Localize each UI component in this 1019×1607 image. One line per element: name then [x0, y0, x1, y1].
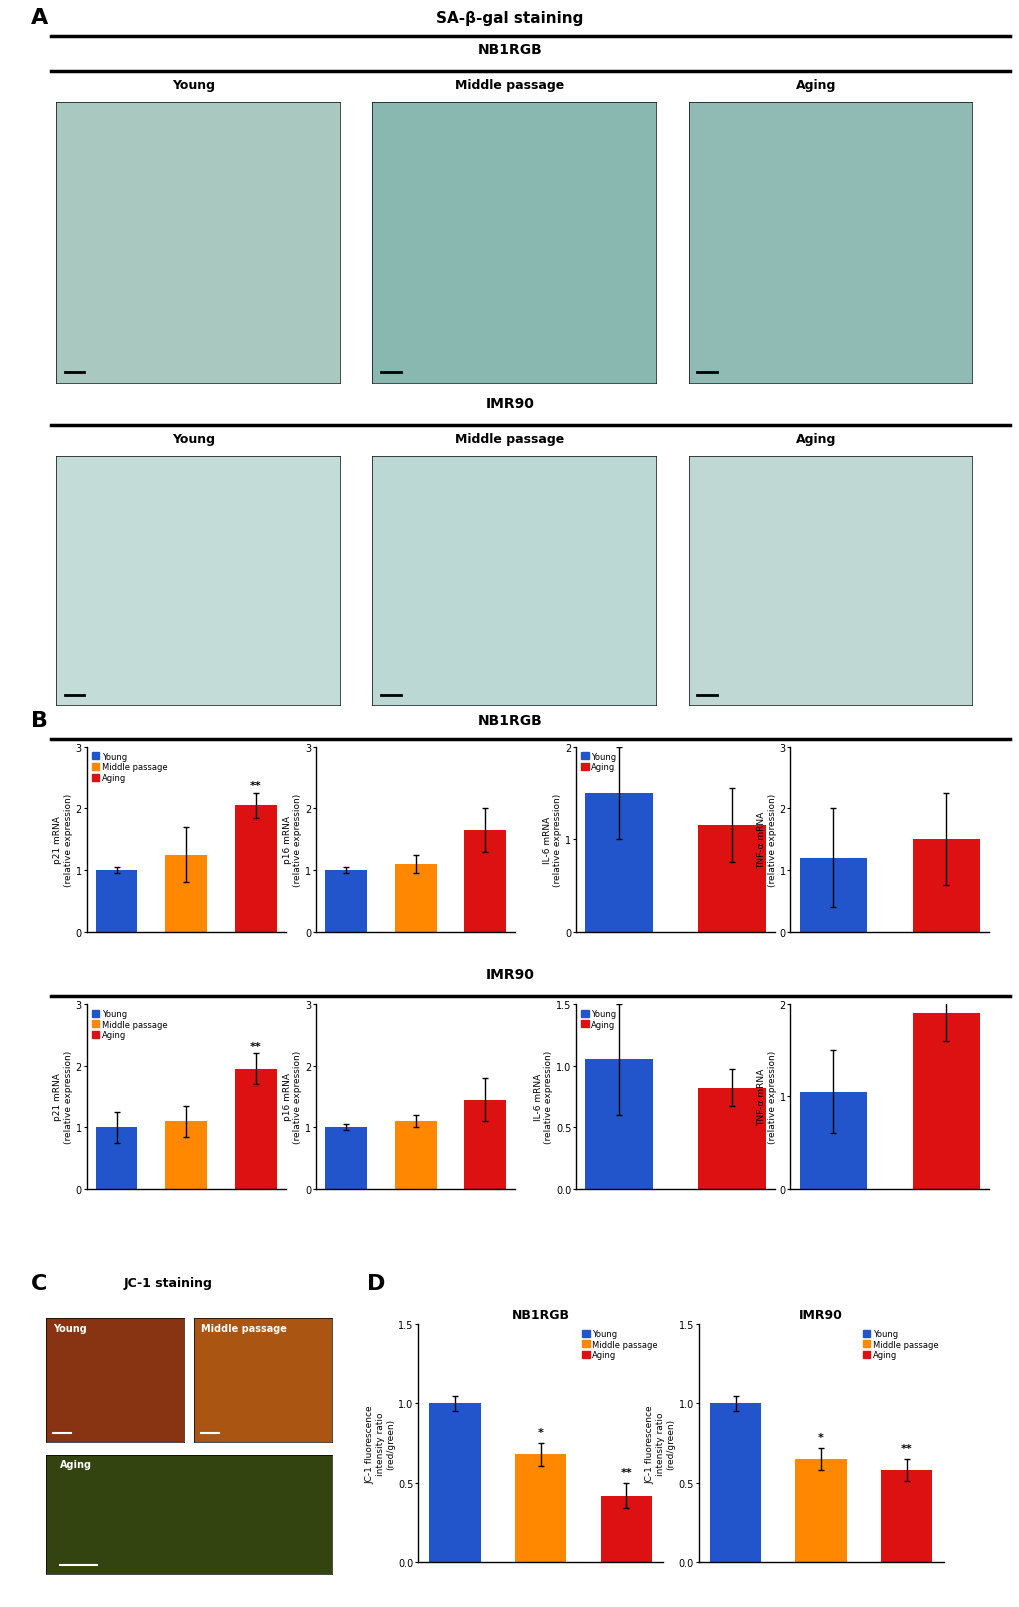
Title: IMR90: IMR90 [798, 1308, 843, 1321]
Legend: Young, Middle passage, Aging: Young, Middle passage, Aging [581, 1329, 658, 1360]
Y-axis label: p21 mRNA
(relative expression): p21 mRNA (relative expression) [53, 794, 72, 885]
Bar [464, 1099, 505, 1189]
Text: *: * [537, 1427, 543, 1437]
Text: IMR90: IMR90 [485, 397, 534, 411]
Bar [880, 1470, 931, 1562]
Bar [96, 871, 138, 932]
Bar [698, 826, 765, 932]
Y-axis label: p16 mRNA
(relative expression): p16 mRNA (relative expression) [282, 794, 302, 885]
Bar [709, 1403, 760, 1562]
Bar [795, 1459, 846, 1562]
Legend: Young, Middle passage, Aging: Young, Middle passage, Aging [91, 752, 168, 783]
Text: **: ** [900, 1443, 912, 1453]
Bar [429, 1403, 480, 1562]
Y-axis label: TNF-α mRNA
(relative expression): TNF-α mRNA (relative expression) [756, 1051, 775, 1143]
Text: NB1RGB: NB1RGB [477, 714, 542, 728]
Text: **: ** [620, 1467, 632, 1477]
Bar [394, 865, 436, 932]
Text: Young: Young [172, 79, 215, 92]
Y-axis label: JC-1 fluorescence
intensity ratio
(red/green): JC-1 fluorescence intensity ratio (red/g… [365, 1405, 394, 1483]
Bar [600, 1496, 651, 1562]
Legend: Young, Middle passage, Aging: Young, Middle passage, Aging [861, 1329, 938, 1360]
Text: D: D [367, 1273, 385, 1292]
Text: Aging: Aging [60, 1459, 92, 1469]
Bar [799, 858, 866, 932]
Y-axis label: TNF-α mRNA
(relative expression): TNF-α mRNA (relative expression) [756, 794, 775, 885]
Bar [698, 1088, 765, 1189]
Y-axis label: IL-6 mRNA
(relative expression): IL-6 mRNA (relative expression) [542, 794, 561, 885]
Bar [912, 839, 979, 932]
Bar [96, 1128, 138, 1189]
Bar [799, 1093, 866, 1189]
Text: Young: Young [172, 432, 215, 445]
Text: Aging: Aging [795, 79, 836, 92]
Text: Middle passage: Middle passage [454, 79, 565, 92]
Y-axis label: JC-1 fluorescence
intensity ratio
(red/green): JC-1 fluorescence intensity ratio (red/g… [645, 1405, 675, 1483]
Text: Middle passage: Middle passage [201, 1323, 286, 1332]
Text: C: C [31, 1273, 47, 1292]
Title: NB1RGB: NB1RGB [512, 1308, 569, 1321]
Text: Middle passage: Middle passage [454, 432, 565, 445]
Legend: Young, Aging: Young, Aging [580, 1009, 616, 1030]
Bar [585, 1061, 652, 1189]
Bar [165, 855, 207, 932]
Bar [325, 871, 367, 932]
Bar [394, 1122, 436, 1189]
Legend: Young, Aging: Young, Aging [580, 752, 616, 773]
Text: **: ** [250, 781, 261, 791]
Text: SA-β-gal staining: SA-β-gal staining [436, 11, 583, 26]
Text: JC-1 staining: JC-1 staining [123, 1276, 213, 1289]
Y-axis label: p21 mRNA
(relative expression): p21 mRNA (relative expression) [53, 1051, 72, 1143]
Bar [585, 794, 652, 932]
Text: **: ** [250, 1041, 261, 1051]
Text: IMR90: IMR90 [485, 967, 534, 982]
Text: NB1RGB: NB1RGB [477, 43, 542, 58]
Legend: Young, Middle passage, Aging: Young, Middle passage, Aging [91, 1009, 168, 1040]
Text: B: B [31, 710, 48, 730]
Text: Young: Young [53, 1323, 87, 1332]
Bar [325, 1128, 367, 1189]
Text: *: * [817, 1432, 823, 1441]
Bar [234, 805, 276, 932]
Bar [912, 1014, 979, 1189]
Bar [165, 1122, 207, 1189]
Text: Aging: Aging [795, 432, 836, 445]
Bar [234, 1069, 276, 1189]
Y-axis label: p16 mRNA
(relative expression): p16 mRNA (relative expression) [282, 1051, 302, 1143]
Y-axis label: IL-6 mRNA
(relative expression): IL-6 mRNA (relative expression) [533, 1051, 552, 1143]
Bar [515, 1454, 566, 1562]
Text: A: A [31, 8, 48, 27]
Bar [464, 831, 505, 932]
